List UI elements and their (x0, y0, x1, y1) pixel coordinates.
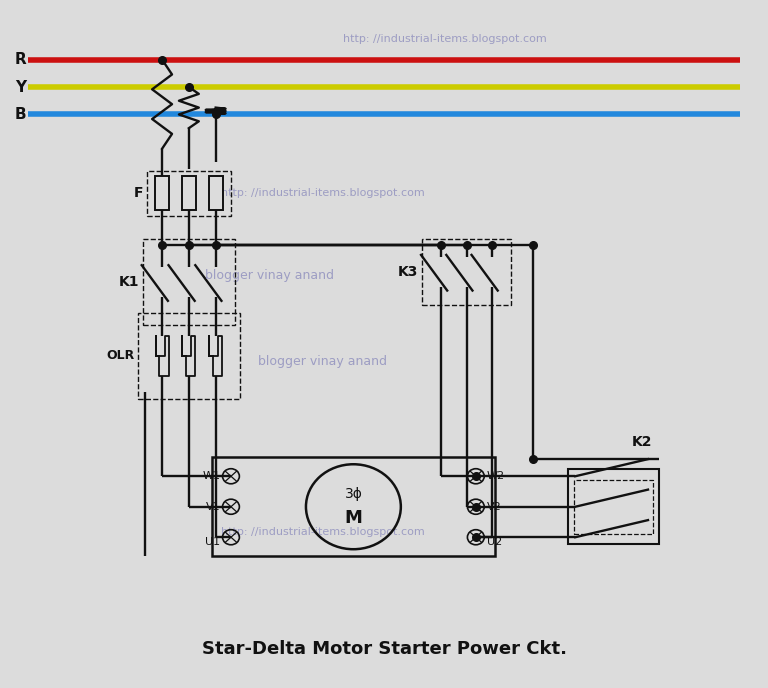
Bar (137, 313, 240, 399)
Text: R: R (15, 52, 27, 67)
Bar (143, 239, 235, 325)
Bar (182, 176, 196, 211)
Text: K1: K1 (118, 275, 139, 290)
Text: http: //industrial-items.blogspot.com: http: //industrial-items.blogspot.com (343, 34, 547, 44)
Bar (209, 176, 223, 211)
Text: http: //industrial-items.blogspot.com: http: //industrial-items.blogspot.com (221, 528, 425, 537)
Bar (422, 239, 511, 305)
Text: U1: U1 (205, 537, 220, 547)
Text: http: //industrial-items.blogspot.com: http: //industrial-items.blogspot.com (221, 189, 425, 198)
Text: K3: K3 (398, 265, 419, 279)
Text: Star-Delta Motor Starter Power Ckt.: Star-Delta Motor Starter Power Ckt. (201, 640, 567, 658)
Bar (568, 469, 660, 544)
Text: blogger vinay anand: blogger vinay anand (205, 269, 334, 282)
Bar (155, 176, 169, 211)
Text: Y: Y (15, 80, 27, 94)
Text: F: F (134, 186, 144, 200)
Bar (574, 480, 654, 534)
Text: V2: V2 (487, 502, 502, 512)
Text: K2: K2 (631, 435, 652, 449)
Text: U2: U2 (487, 537, 502, 547)
Text: blogger vinay anand: blogger vinay anand (258, 354, 387, 367)
Text: 3ϕ: 3ϕ (345, 487, 362, 502)
Text: W2: W2 (487, 471, 505, 481)
Text: OLR: OLR (106, 350, 134, 363)
Text: V1: V1 (206, 502, 220, 512)
Text: M: M (345, 508, 362, 527)
Text: B: B (15, 107, 27, 122)
Bar (147, 171, 231, 216)
Text: W1: W1 (202, 471, 220, 481)
Bar (212, 457, 495, 557)
